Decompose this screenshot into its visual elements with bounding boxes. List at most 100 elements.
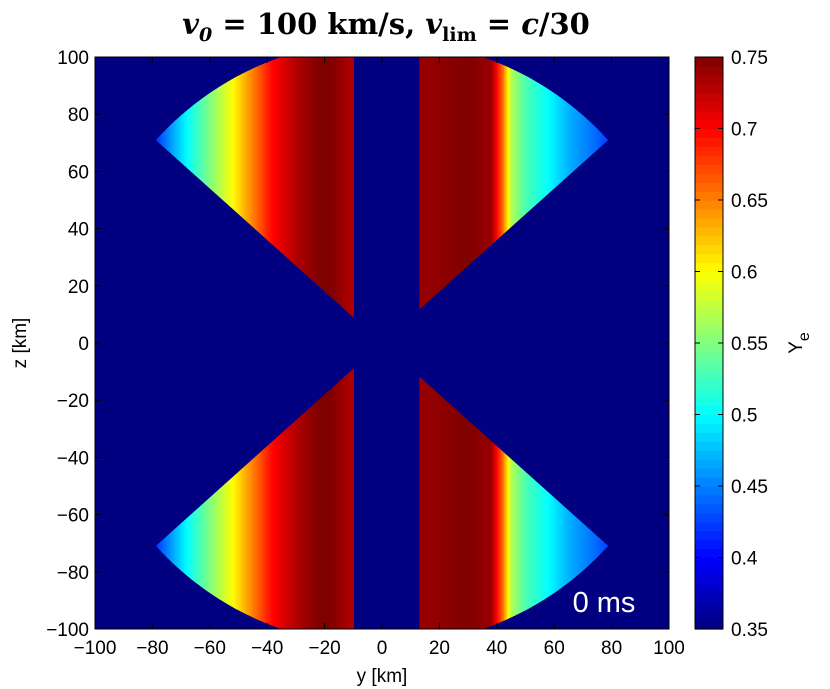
colorbar: 0.35 0.4 0.45 0.5 0.55 0.6 0.65 0.7 0.75: [694, 48, 768, 641]
x-tick-label: 0: [377, 638, 388, 659]
cone-left-band: [242, 343, 245, 629]
cone-left-band: [326, 57, 329, 343]
colorbar-segment: [695, 146, 723, 156]
cone-left-band: [239, 57, 242, 343]
cone-right-band: [496, 343, 499, 629]
cone-right-band: [439, 57, 442, 343]
cone-left-band: [274, 57, 277, 343]
colorbar-segment: [695, 244, 723, 255]
colorbar-segment: [695, 414, 723, 425]
colorbar-segment: [695, 92, 723, 103]
colorbar-segment: [695, 566, 723, 576]
cone-left-band: [330, 57, 333, 343]
cone-right-band: [429, 343, 432, 629]
cone-left-band: [222, 57, 225, 343]
colorbar-segment: [695, 602, 723, 612]
cone-left-band: [307, 343, 310, 629]
cone-right-band: [514, 57, 517, 343]
cone-left-band: [254, 343, 257, 629]
cone-right-band: [509, 343, 512, 629]
cone-right-band: [435, 57, 438, 343]
cone-left-band: [334, 57, 337, 343]
cone-right-band: [491, 57, 494, 343]
cone-right-band: [426, 343, 429, 629]
cone-right-band: [514, 343, 517, 629]
cone-left-band: [323, 343, 326, 629]
cone-right-band: [515, 57, 518, 343]
title-c: c: [521, 7, 539, 41]
colorbar-label-sub: e: [796, 332, 813, 341]
cone-left-band: [245, 343, 248, 629]
cone-right-band: [459, 343, 462, 629]
colorbar-segment: [695, 325, 723, 335]
cone-left-band: [278, 343, 281, 629]
colorbar-tick-label: 0.35: [731, 620, 768, 641]
cone-right-band: [483, 343, 486, 629]
x-tick-label: −100: [74, 638, 117, 659]
cone-left-band: [267, 343, 270, 629]
cone-right-band: [442, 57, 445, 343]
cone-right-band: [476, 57, 479, 343]
cone-right-band: [479, 343, 482, 629]
colorbar-segment: [695, 548, 723, 559]
colorbar-tick-label: 0.6: [731, 263, 757, 284]
cone-left-band: [271, 343, 274, 629]
cone-right-band: [440, 343, 443, 629]
cone-right-band: [518, 343, 521, 629]
cone-left-band: [280, 343, 283, 629]
title-vlim-sub: lim: [442, 24, 477, 46]
cone-left-band: [255, 57, 258, 343]
colorbar-segment: [695, 351, 723, 362]
colorbar-segment: [695, 387, 723, 398]
cone-right-band: [519, 343, 522, 629]
cone-left-band: [320, 343, 323, 629]
cone-left-band: [333, 57, 336, 343]
cone-right-band: [485, 57, 488, 343]
cone-left-band: [315, 343, 319, 629]
colorbar-tick-label: 0.65: [731, 191, 768, 212]
cone-right-band: [439, 343, 442, 629]
cone-left-band: [258, 57, 261, 343]
cone-left-band: [338, 343, 341, 629]
y-tick-label: 60: [68, 162, 89, 183]
cone-left-band: [336, 343, 339, 629]
cone-left-band: [284, 343, 287, 629]
cone-left-band: [249, 57, 253, 343]
colorbar-segment: [695, 200, 723, 210]
cone-right-band: [486, 343, 489, 629]
colorbar-segment: [695, 584, 723, 594]
cone-right-band: [459, 57, 462, 343]
cone-right-band: [419, 343, 422, 629]
cone-right-band: [492, 57, 495, 343]
cone-left-band: [247, 57, 250, 343]
cone-left-band: [248, 57, 251, 343]
cone-left-band: [277, 57, 280, 343]
cone-left-band: [227, 343, 230, 629]
cone-left-band: [272, 57, 275, 343]
x-tick-label: −20: [308, 638, 340, 659]
cone-left-band: [235, 343, 238, 629]
cone-right-band: [445, 343, 448, 629]
colorbar-segment: [695, 468, 723, 478]
cone-right-band: [535, 343, 538, 629]
time-annotation: 0 ms: [573, 587, 636, 619]
cone-left-band: [238, 57, 241, 343]
cone-right-band: [470, 343, 473, 629]
cone-left-band: [300, 343, 303, 629]
cone-left-band: [301, 343, 304, 629]
cone-right-band: [486, 57, 489, 343]
cone-left-band: [328, 57, 331, 343]
cone-right-band: [521, 57, 524, 343]
cone-right-band: [493, 57, 496, 343]
cone-right-band: [462, 57, 465, 343]
cone-right-band: [483, 57, 486, 343]
cone-right-band: [535, 57, 538, 343]
cone-right-band: [489, 57, 492, 343]
cone-right-band: [488, 57, 491, 343]
cone-left-band: [260, 343, 263, 629]
cone-left-band: [303, 57, 306, 343]
cone-left-band: [237, 343, 240, 629]
colorbar-segment: [695, 441, 723, 451]
cone-right-band: [538, 343, 541, 629]
cone-left-band: [298, 343, 301, 629]
